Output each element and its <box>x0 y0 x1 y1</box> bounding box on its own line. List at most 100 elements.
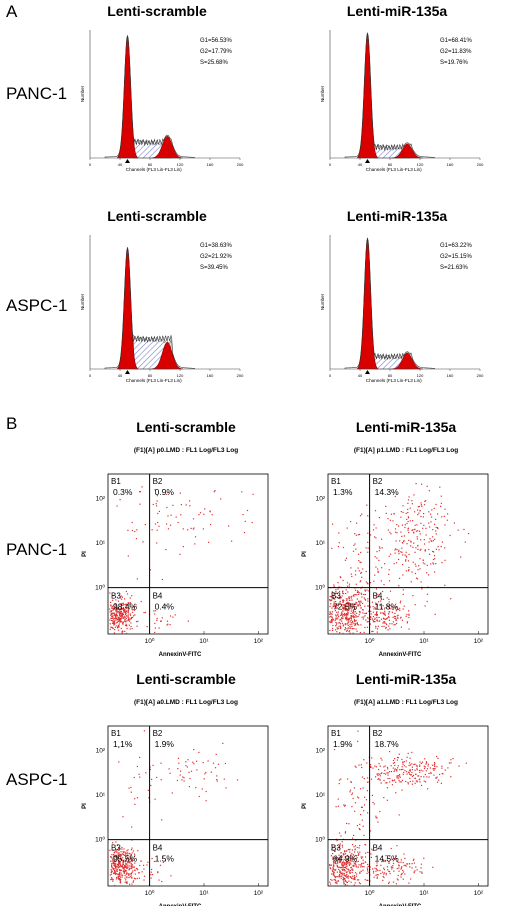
phase-annotation: S=21.63% <box>440 265 469 271</box>
quadrant-value: 1.9% <box>333 739 353 749</box>
x-tick-label: 120 <box>177 162 184 167</box>
y-tick-label: 10¹ <box>96 792 106 799</box>
x-axis-label: AnnexinV-FITC <box>159 904 202 906</box>
x-tick-label: 200 <box>237 373 244 378</box>
plot-frame <box>327 473 489 635</box>
histogram-aspc1-mir135a: Lenti-miR-135a 0 40 80 120 160 200 Channels (FL… <box>318 207 508 395</box>
phase-annotation: G1=63.22% <box>440 243 473 249</box>
dot-cloud <box>329 483 470 634</box>
quadrant-value: 1.3% <box>333 487 353 497</box>
x-tick-label: 10² <box>474 890 484 897</box>
y-axis-label: PI <box>82 803 88 809</box>
chart-subtitle: (F1)[A] p0.LMD : FL1 Log/FL3 Log <box>134 447 238 454</box>
x-tick-label: 40 <box>118 373 123 378</box>
x-tick-label: 40 <box>118 162 123 167</box>
histogram-svg: Lenti-miR-135a 0 40 80 120 160 200 Channels (FL… <box>320 3 484 172</box>
quadrant-name: B4 <box>153 592 163 601</box>
y-axis-label: PI <box>302 551 308 557</box>
quadrant-name: B1 <box>111 729 121 738</box>
histogram-svg: Lenti-scramble 0 40 80 120 160 200 Channels (FL… <box>80 3 244 172</box>
quadrant-value: 0.4% <box>155 602 175 612</box>
phase-annotation: S=19.76% <box>440 60 469 66</box>
panel-letter-b: B <box>6 414 18 433</box>
row-label-panc-b: PANC-1 <box>6 540 68 559</box>
x-tick-label: 200 <box>477 162 484 167</box>
y-tick-label: 10² <box>316 748 326 755</box>
chart-title: Lenti-miR-135a <box>347 208 448 224</box>
g2-peak <box>151 135 184 159</box>
x-tick-label: 40 <box>358 162 363 167</box>
quadrant-value: 72.5% <box>333 602 358 612</box>
chart-title: Lenti-scramble <box>136 671 236 687</box>
quadrant-name: B1 <box>111 477 121 486</box>
quadrant-name: B2 <box>373 477 383 486</box>
x-tick-label: 0 <box>89 162 92 167</box>
y-axis-label: PI <box>82 551 88 557</box>
histogram-outline <box>104 35 196 158</box>
x-tick-label: 10⁰ <box>365 637 375 645</box>
x-tick-label: 80 <box>388 162 393 167</box>
x-tick-label: 0 <box>329 162 332 167</box>
x-tick-label: 160 <box>447 162 454 167</box>
chart-subtitle: (F1)[A] p1.LMD : FL1 Log/FL3 Log <box>354 447 458 454</box>
dotplot-panc1-scramble: Lenti-scramble (F1)[A] p0.LMD : FL1 Log/F… <box>78 418 278 658</box>
g2-peak <box>391 352 424 370</box>
y-tick-label: 10¹ <box>96 540 106 547</box>
chart-title: Lenti-miR-135a <box>356 419 457 435</box>
histogram-svg: Lenti-scramble 0 40 80 120 160 200 Channels (FL… <box>80 208 244 383</box>
g1-marker <box>125 370 130 374</box>
quadrant-value: 18.7% <box>375 739 400 749</box>
x-tick-label: 40 <box>358 373 363 378</box>
g1-marker <box>125 159 130 163</box>
x-tick-label: 80 <box>148 373 153 378</box>
row-label-aspc-b: ASPC-1 <box>6 770 68 789</box>
quadrant-value: 95.5% <box>113 854 138 864</box>
x-tick-label: 10⁰ <box>145 889 155 897</box>
quadrant-name: B2 <box>153 477 163 486</box>
y-tick-label: 10¹ <box>316 540 326 547</box>
quadrant-value: 0.3% <box>113 487 133 497</box>
x-axis-label: AnnexinV-FITC <box>159 652 202 658</box>
g1-peak <box>357 33 378 159</box>
y-axis-label: Number <box>80 85 85 102</box>
quadrant-value: 14.3% <box>375 487 400 497</box>
x-tick-label: 10¹ <box>199 890 209 897</box>
x-tick-label: 160 <box>447 373 454 378</box>
g1-marker <box>365 159 370 163</box>
x-axis-label: AnnexinV-FITC <box>379 652 422 658</box>
x-tick-label: 120 <box>177 373 184 378</box>
row-label-panc-a: PANC-1 <box>6 84 68 103</box>
y-axis-label: Number <box>320 85 325 102</box>
phase-annotation: G1=38.63% <box>200 243 233 249</box>
y-tick-label: 10⁰ <box>315 836 325 844</box>
x-axis-label: Channels (FL3 Lin-FL3 Lin) <box>366 378 422 383</box>
chart-title: Lenti-scramble <box>136 419 236 435</box>
y-axis-label: Number <box>80 293 85 310</box>
histogram-outline <box>344 237 436 369</box>
dotplot-panc1-mir135a: Lenti-miR-135a (F1)[A] p1.LMD : FL1 Log/F… <box>298 418 498 658</box>
quadrant-name: B4 <box>153 844 163 853</box>
g1-peak <box>357 238 378 370</box>
dotplot-svg: Lenti-miR-135a (F1)[A] a1.LMD : FL1 Log/F… <box>302 671 489 910</box>
y-tick-label: 10⁰ <box>95 584 105 592</box>
quadrant-name: B1 <box>331 477 341 486</box>
g1-marker <box>365 370 370 374</box>
quadrant-name: B4 <box>373 592 383 601</box>
quadrant-name: B1 <box>331 729 341 738</box>
x-tick-label: 0 <box>89 373 92 378</box>
quadrant-value: 1.5% <box>155 854 175 864</box>
histogram-svg: Lenti-miR-135a 0 40 80 120 160 200 Channels (FL… <box>320 208 484 383</box>
chart-subtitle: (F1)[A] a1.LMD : FL1 Log/FL3 Log <box>354 699 458 706</box>
chart-title: Lenti-scramble <box>107 3 207 19</box>
quadrant-name: B3 <box>331 844 341 853</box>
g2-peak <box>391 143 424 159</box>
x-tick-label: 120 <box>417 162 424 167</box>
x-axis-label: Channels (FL3 Lin-FL3 Lin) <box>126 167 182 172</box>
x-tick-label: 120 <box>417 373 424 378</box>
phase-annotation: G1=56.53% <box>200 38 233 44</box>
y-tick-label: 10⁰ <box>95 836 105 844</box>
phase-annotation: G1=68.41% <box>440 38 473 44</box>
phase-annotation: S=25.68% <box>200 60 229 66</box>
dotplot-aspc1-mir135a: Lenti-miR-135a (F1)[A] a1.LMD : FL1 Log/F… <box>298 670 498 910</box>
x-tick-label: 10¹ <box>419 890 429 897</box>
